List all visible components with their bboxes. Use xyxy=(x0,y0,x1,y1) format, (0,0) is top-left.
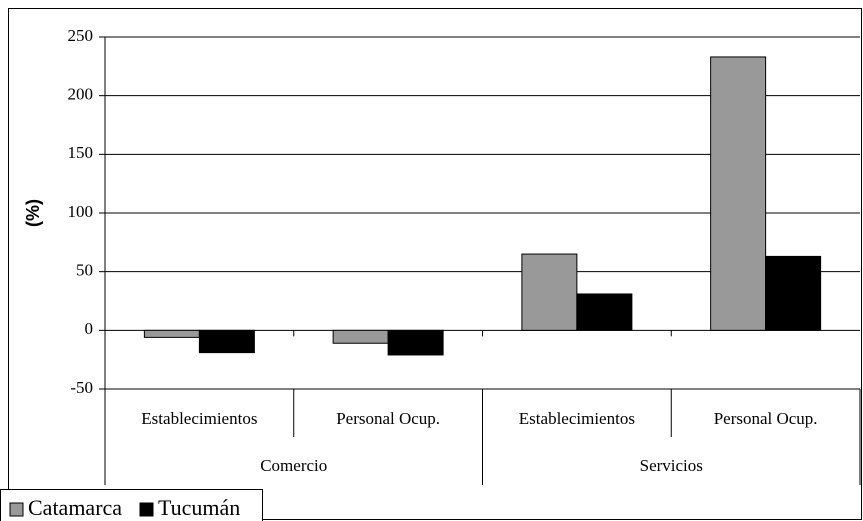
bar xyxy=(143,329,200,338)
x-tick-label: Personal Ocup. xyxy=(336,409,440,428)
bar xyxy=(576,293,633,331)
y-tick-label: 50 xyxy=(76,261,93,280)
legend-box xyxy=(0,489,263,521)
y-tick-label: 150 xyxy=(68,143,94,162)
bar xyxy=(765,255,822,331)
legend-label: Tucumán xyxy=(158,495,240,520)
y-tick-label: 100 xyxy=(68,202,94,221)
legend-label: Catamarca xyxy=(28,495,122,520)
group-label: Servicios xyxy=(640,456,703,475)
x-tick-label: Personal Ocup. xyxy=(714,409,818,428)
legend-swatch xyxy=(9,502,24,517)
bar xyxy=(710,56,767,331)
x-tick-label: Establecimientos xyxy=(519,409,635,428)
bar xyxy=(521,253,578,331)
bar xyxy=(198,329,255,354)
y-tick-label: 0 xyxy=(85,319,94,338)
y-tick-label: -50 xyxy=(70,378,93,397)
y-tick-label: 250 xyxy=(68,26,94,45)
y-tick-label: 200 xyxy=(68,85,94,104)
bar xyxy=(387,329,444,356)
x-tick-label: Establecimientos xyxy=(141,409,257,428)
group-label: Comercio xyxy=(260,456,327,475)
legend-swatch xyxy=(139,502,154,517)
y-axis-label: (%) xyxy=(23,199,43,227)
bar xyxy=(332,329,389,344)
